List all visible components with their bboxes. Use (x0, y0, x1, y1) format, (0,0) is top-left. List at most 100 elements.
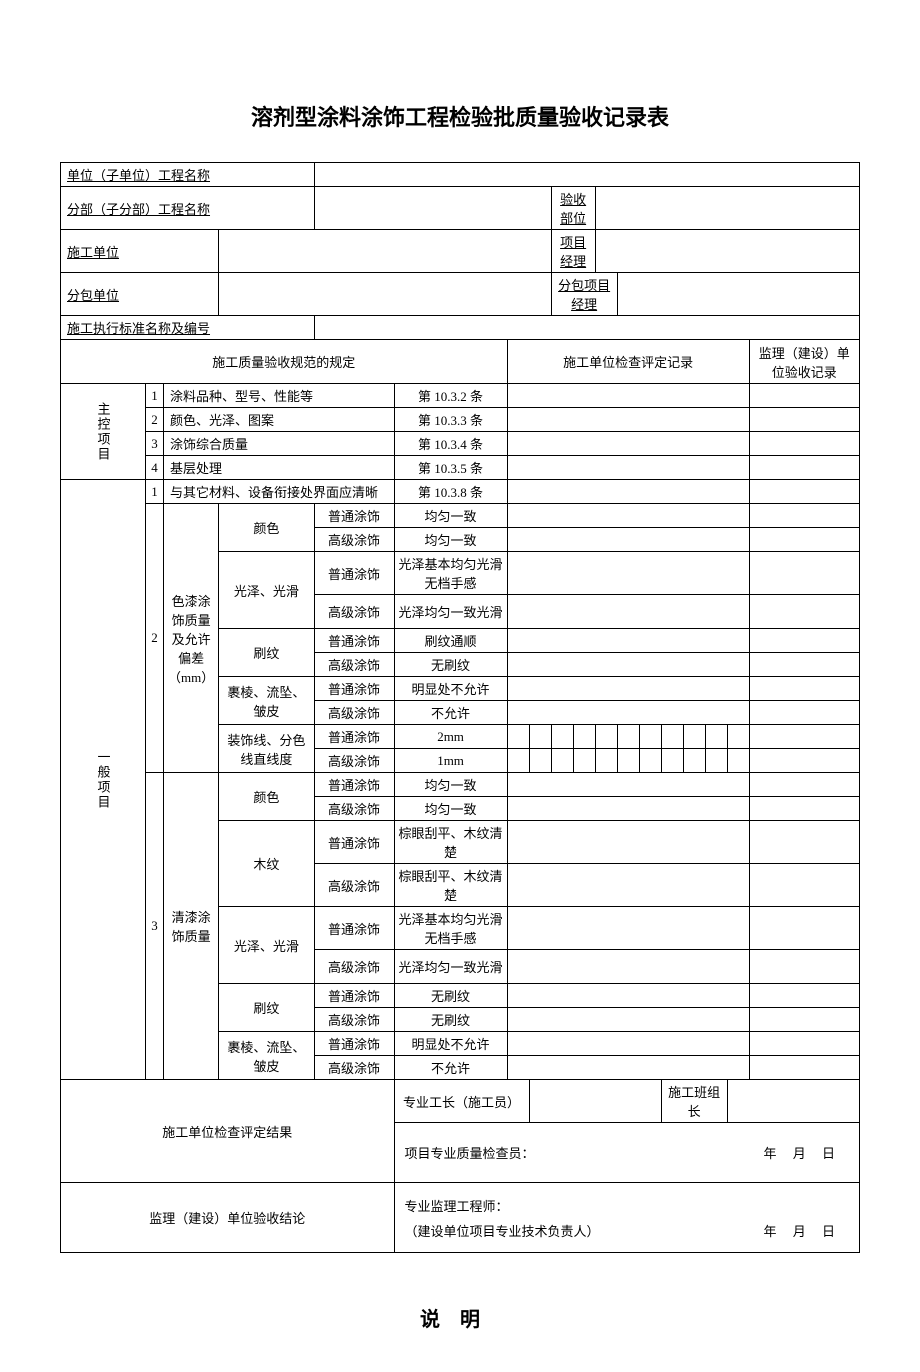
g3-a2: 木纹 (219, 821, 314, 907)
b (507, 725, 529, 749)
g3-l2: 普通涂饰 (314, 821, 394, 864)
super-accept-header: 监理（建设）单位验收记录 (749, 340, 859, 384)
m4-clause: 第 10.3.5 条 (394, 456, 507, 480)
subcontr-val (219, 273, 551, 316)
g2-l1: 高级涂饰 (314, 528, 394, 552)
b (573, 725, 595, 749)
super-eng-label: 专业监理工程师： (405, 1196, 855, 1215)
g3-l3: 高级涂饰 (314, 864, 394, 907)
g3-s0 (749, 773, 859, 797)
g2-s4 (749, 629, 859, 653)
m3-n: 3 (146, 432, 164, 456)
m4-name: 基层处理 (164, 456, 395, 480)
month2: 月 (793, 1224, 806, 1239)
m2-check (507, 408, 749, 432)
g2-s0 (749, 504, 859, 528)
m1-name: 涂料品种、型号、性能等 (164, 384, 395, 408)
g1-name: 与其它材料、设备衔接处界面应清晰 (164, 480, 395, 504)
m2-clause: 第 10.3.3 条 (394, 408, 507, 432)
year: 年 (763, 1146, 776, 1161)
g3-s9 (749, 1056, 859, 1080)
g2-a2: 光泽、光滑 (219, 552, 314, 629)
m3-check (507, 432, 749, 456)
g3-l7: 高级涂饰 (314, 1008, 394, 1032)
g2-r9: 1mm (394, 749, 507, 773)
g3-s4 (749, 907, 859, 950)
g2-r8: 2mm (394, 725, 507, 749)
g3-r9: 不允许 (394, 1056, 507, 1080)
super-result-label: 监理（建设）单位验收结论 (61, 1183, 395, 1253)
b (639, 749, 661, 773)
g2-c6 (507, 677, 749, 701)
g2-r4: 刷纹通顺 (394, 629, 507, 653)
g3-n: 3 (146, 773, 164, 1080)
m1-accept (749, 384, 859, 408)
g3-c0 (507, 773, 749, 797)
g3-r8: 明显处不允许 (394, 1032, 507, 1056)
g3-c1 (507, 797, 749, 821)
g2-c4 (507, 629, 749, 653)
b (683, 725, 705, 749)
g3-s5 (749, 950, 859, 984)
g3-c6 (507, 984, 749, 1008)
g3-s3 (749, 864, 859, 907)
sub-pm-val (617, 273, 859, 316)
day2: 日 (822, 1224, 835, 1239)
b (705, 749, 727, 773)
g3-r7: 无刷纹 (394, 1008, 507, 1032)
g2-n: 2 (146, 504, 164, 773)
g3-r2: 棕眼刮平、木纹清楚 (394, 821, 507, 864)
g3-c7 (507, 1008, 749, 1032)
constr-unit-val (219, 230, 551, 273)
g3-l9: 高级涂饰 (314, 1056, 394, 1080)
page-title: 溶剂型涂料涂饰工程检验批质量验收记录表 (60, 100, 860, 132)
g2-c5 (507, 653, 749, 677)
g3-l4: 普通涂饰 (314, 907, 394, 950)
g3-r0: 均匀一致 (394, 773, 507, 797)
g3-l5: 高级涂饰 (314, 950, 394, 984)
b (551, 749, 573, 773)
g3-l8: 普通涂饰 (314, 1032, 394, 1056)
g2-a8: 装饰线、分色线直线度 (219, 725, 314, 773)
std-label: 施工执行标准名称及编号 (61, 316, 315, 340)
g3-s2 (749, 821, 859, 864)
g1-clause: 第 10.3.8 条 (394, 480, 507, 504)
constr-unit-label: 施工单位 (61, 230, 219, 273)
g2-r7: 不允许 (394, 701, 507, 725)
g2-s9 (749, 749, 859, 773)
m1-check (507, 384, 749, 408)
b (573, 749, 595, 773)
b (529, 725, 551, 749)
g2-s1 (749, 528, 859, 552)
gen-label: 一般项目 (61, 480, 146, 1080)
g3-s1 (749, 797, 859, 821)
b (661, 725, 683, 749)
g2-r5: 无刷纹 (394, 653, 507, 677)
m4-accept (749, 456, 859, 480)
b (727, 749, 749, 773)
g2-c0 (507, 504, 749, 528)
b (617, 749, 639, 773)
g2-l3: 高级涂饰 (314, 595, 394, 629)
g3-a8: 裹棱、流坠、皱皮 (219, 1032, 314, 1080)
g2-s3 (749, 595, 859, 629)
foreman-val (529, 1080, 661, 1123)
unit-name-label: 单位（子单位）工程名称 (61, 163, 315, 187)
g1-check (507, 480, 749, 504)
b (617, 725, 639, 749)
unit-check-header: 施工单位检查评定记录 (507, 340, 749, 384)
g3-r1: 均匀一致 (394, 797, 507, 821)
g1-n: 1 (146, 480, 164, 504)
g3-r3: 棕眼刮平、木纹清楚 (394, 864, 507, 907)
pm-label: 项目经理 (551, 230, 595, 273)
g3-c4 (507, 907, 749, 950)
m3-accept (749, 432, 859, 456)
g3-s8 (749, 1032, 859, 1056)
sub-pm-label: 分包项目经理 (551, 273, 617, 316)
g2-group: 色漆涂饰质量及允许偏差（mm） (164, 504, 219, 773)
accept-dept-val (595, 187, 859, 230)
b (683, 749, 705, 773)
b (727, 725, 749, 749)
g3-s6 (749, 984, 859, 1008)
g2-s5 (749, 653, 859, 677)
